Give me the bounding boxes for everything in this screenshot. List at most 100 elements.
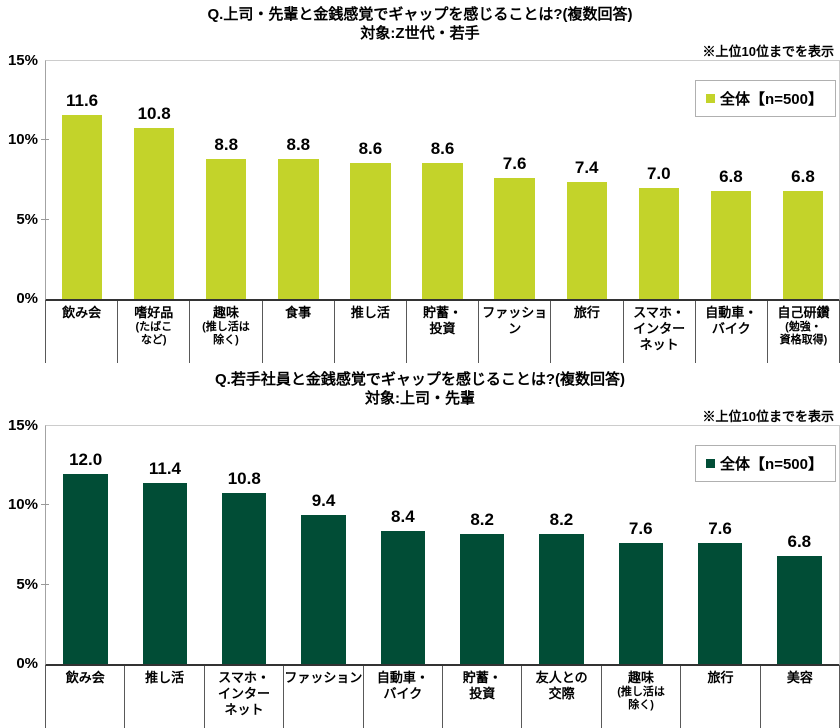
category-label-main: ファッション bbox=[482, 305, 548, 336]
bar bbox=[566, 182, 607, 299]
bar bbox=[638, 188, 679, 299]
bar bbox=[782, 191, 824, 299]
category-label-main: 嗜好品 bbox=[134, 305, 174, 320]
category-label-main: 美容 bbox=[786, 670, 813, 685]
bar-column: 7.6 bbox=[601, 426, 680, 664]
chart-title: Q.若手社員と金銭感覚でギャップを感じることは?(複数回答) bbox=[215, 371, 625, 388]
bar-column: 9.4 bbox=[284, 426, 363, 664]
bar-value-label: 7.0 bbox=[646, 164, 671, 183]
category-label: 貯蓄・ 投資 bbox=[443, 666, 523, 728]
bar-column: 11.6 bbox=[46, 61, 118, 299]
chart-subtitle: 対象:上司・先輩 bbox=[365, 390, 475, 407]
bar-column: 12.0 bbox=[46, 426, 125, 664]
legend-swatch-icon bbox=[706, 94, 716, 103]
bar-column: 7.4 bbox=[551, 61, 623, 299]
legend: 全体【n=500】 bbox=[695, 80, 836, 117]
bar bbox=[494, 178, 535, 299]
bar bbox=[61, 115, 103, 299]
x-axis-labels: 飲み会 推し活 スマホ・ インター ネット ファッション 自動車・ バイク 貯蓄・ 投資 友… bbox=[45, 666, 840, 728]
y-tick-label: 10% bbox=[7, 496, 38, 514]
bar-value-label: 6.8 bbox=[787, 532, 812, 551]
bar-value-label: 7.6 bbox=[502, 154, 527, 173]
category-label-main: 食事 bbox=[285, 305, 312, 320]
legend-label: 全体【n=500】 bbox=[720, 456, 823, 473]
bar-column: 6.8 bbox=[767, 61, 839, 299]
category-label-sub: (推し活は 除く) bbox=[202, 321, 250, 346]
bar-column: 7.0 bbox=[623, 61, 695, 299]
y-tick-mark bbox=[41, 218, 49, 220]
category-label-main: ファッション bbox=[284, 670, 363, 685]
y-tick-label: 15% bbox=[7, 52, 38, 69]
bar-value-label: 11.4 bbox=[148, 459, 182, 478]
bar bbox=[710, 191, 752, 299]
legend-label: 全体【n=500】 bbox=[720, 91, 823, 108]
plot-area: 全体【n=500】 12.0 11.4 10.8 9.4 8.4 8.2 8.2 7.6 7.6… bbox=[45, 425, 840, 666]
bar-value-label: 11.6 bbox=[65, 91, 99, 110]
bar-value-label: 10.8 bbox=[227, 469, 261, 488]
category-label: 嗜好品 (たばこ など) bbox=[118, 301, 191, 363]
category-label-sub: (たばこ など) bbox=[135, 321, 173, 346]
bar bbox=[133, 128, 175, 299]
category-label: 自動車・ バイク bbox=[696, 301, 768, 363]
plot-row: 15% 10% 5% 0% 全体【n=500】 11.6 10.8 8.8 8.8 8.6 8.… bbox=[0, 53, 840, 307]
bar-column: 10.8 bbox=[118, 61, 190, 299]
bar bbox=[422, 163, 463, 299]
category-label-main: 飲み会 bbox=[65, 670, 105, 685]
chart-seniors: Q.若手社員と金銭感覚でギャップを感じることは?(複数回答) 対象:上司・先輩 … bbox=[0, 365, 840, 728]
category-label-main: 趣味 bbox=[212, 305, 239, 320]
y-axis: 15% 10% 5% 0% bbox=[0, 53, 49, 307]
category-label-main: 友人との 交際 bbox=[535, 670, 588, 701]
bar-column: 8.6 bbox=[406, 61, 478, 299]
category-label: 旅行 bbox=[551, 301, 624, 363]
x-axis-labels: 飲み会 嗜好品 (たばこ など) 趣味 (推し活は 除く) 食事 推し活 貯蓄・ 投資 ファッシ… bbox=[45, 301, 840, 363]
category-label-main: 貯蓄・ 投資 bbox=[423, 305, 463, 336]
category-label: 自動車・ バイク bbox=[364, 666, 444, 728]
bar bbox=[350, 163, 391, 299]
bar-column: 8.6 bbox=[334, 61, 406, 299]
bar-value-label: 8.6 bbox=[358, 139, 383, 158]
y-tick-label: 5% bbox=[16, 575, 38, 593]
category-label: 趣味 (推し活は 除く) bbox=[602, 666, 682, 728]
category-label: 友人との 交際 bbox=[522, 666, 602, 728]
category-label-main: 貯蓄・ 投資 bbox=[462, 670, 502, 701]
bar bbox=[459, 534, 505, 664]
category-label: 飲み会 bbox=[46, 301, 119, 363]
category-label-main: 飲み会 bbox=[62, 305, 102, 320]
chart-subtitle: 対象:Z世代・若手 bbox=[360, 25, 480, 42]
y-axis: 15% 10% 5% 0% bbox=[0, 418, 49, 672]
bar-value-label: 8.2 bbox=[470, 510, 494, 529]
category-label: 美容 bbox=[761, 666, 840, 728]
bar-value-label: 6.8 bbox=[719, 167, 743, 186]
category-label: 食事 bbox=[263, 301, 335, 363]
bar-value-label: 7.6 bbox=[708, 519, 732, 538]
category-label: スマホ・ インター ネット bbox=[624, 301, 696, 363]
category-label: 推し活 bbox=[125, 666, 205, 728]
bar-column: 11.4 bbox=[125, 426, 204, 664]
bar-column: 8.8 bbox=[190, 61, 262, 299]
bar bbox=[206, 159, 247, 299]
category-label: ファッション bbox=[479, 301, 552, 363]
legend-swatch-icon bbox=[706, 459, 716, 468]
bar-column: 8.2 bbox=[522, 426, 601, 664]
y-tick-mark bbox=[41, 504, 49, 506]
category-label-main: 旅行 bbox=[573, 305, 600, 320]
bar-value-label: 8.8 bbox=[214, 135, 239, 154]
bar-column: 6.8 bbox=[695, 61, 767, 299]
category-label-main: 自動車・ バイク bbox=[376, 670, 429, 701]
bar bbox=[539, 534, 584, 664]
plot-area: 全体【n=500】 11.6 10.8 8.8 8.8 8.6 8.6 7.6 7.4 7.0 6… bbox=[45, 60, 840, 301]
bar bbox=[63, 474, 108, 664]
bar bbox=[142, 483, 188, 664]
bar-column: 7.6 bbox=[680, 426, 759, 664]
category-label: 推し活 bbox=[335, 301, 407, 363]
bar bbox=[697, 543, 743, 664]
category-label: 自己研鑽 (勉強・ 資格取得) bbox=[768, 301, 840, 363]
chart-title: Q.上司・先輩と金銭感覚でギャップを感じることは?(複数回答) bbox=[207, 6, 633, 23]
category-label-main: スマホ・ インター ネット bbox=[218, 670, 271, 717]
bar-value-label: 8.2 bbox=[549, 510, 574, 529]
category-label: 趣味 (推し活は 除く) bbox=[190, 301, 263, 363]
category-label: 飲み会 bbox=[46, 666, 126, 728]
bar-column: 7.6 bbox=[479, 61, 551, 299]
category-label-main: 自己研鑽 bbox=[777, 305, 830, 320]
bar-column: 8.4 bbox=[363, 426, 442, 664]
